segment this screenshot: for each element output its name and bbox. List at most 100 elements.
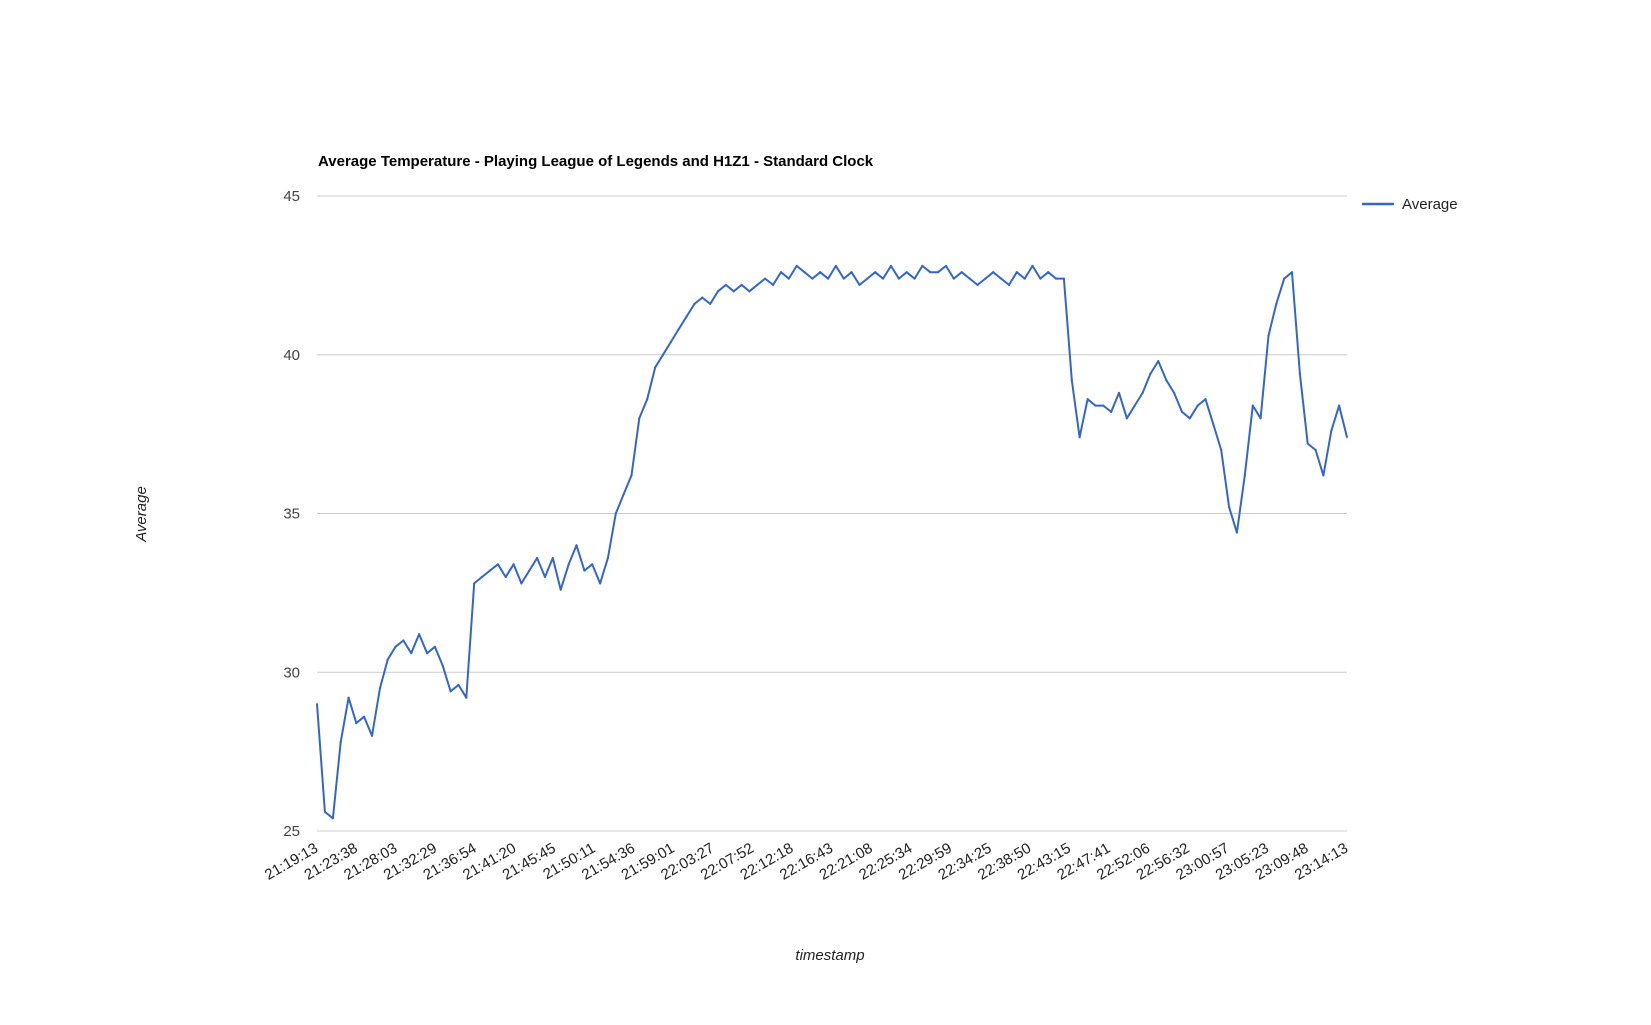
data-point — [1227, 505, 1231, 509]
data-point — [646, 398, 649, 401]
data-point — [331, 817, 335, 820]
data-point — [449, 690, 452, 693]
data-point — [315, 702, 319, 706]
data-point — [1110, 410, 1113, 414]
data-point — [425, 652, 429, 655]
data-point — [630, 474, 633, 477]
data-point — [992, 271, 995, 274]
data-point — [551, 556, 554, 560]
data-point — [1290, 271, 1294, 274]
data-point — [480, 575, 484, 579]
y-tick-label: 45 — [283, 188, 300, 205]
data-point — [488, 569, 492, 572]
data-point — [921, 264, 924, 268]
x-axis-ticks: 21:19:1321:23:3821:28:0321:32:2921:36:54… — [262, 840, 1351, 884]
data-point — [984, 277, 987, 280]
data-point — [1039, 277, 1042, 280]
data-point — [693, 302, 696, 306]
data-point — [858, 283, 861, 287]
data-point — [669, 340, 672, 344]
data-point — [874, 271, 877, 274]
data-point — [661, 353, 665, 356]
data-point — [1259, 417, 1262, 420]
data-point — [598, 582, 602, 585]
data-point — [575, 544, 578, 547]
data-point — [1023, 277, 1026, 280]
y-tick-label: 25 — [283, 823, 300, 840]
data-point — [1306, 442, 1309, 445]
chart-title: Average Temperature - Playing League of … — [318, 153, 874, 170]
y-tick-label: 30 — [283, 664, 300, 681]
data-point — [347, 696, 350, 699]
data-point — [936, 271, 940, 274]
data-point — [779, 271, 783, 274]
data-point — [850, 271, 853, 274]
data-point — [1212, 423, 1215, 426]
data-point — [795, 264, 798, 268]
data-point — [1180, 410, 1184, 414]
data-point — [1337, 404, 1341, 407]
data-point — [685, 315, 688, 318]
data-point — [323, 810, 327, 814]
data-point — [1330, 429, 1333, 433]
data-point — [748, 290, 751, 293]
data-point — [787, 277, 790, 280]
data-point — [1007, 283, 1011, 287]
data-point — [496, 563, 500, 566]
data-point — [417, 633, 421, 636]
data-point — [1196, 404, 1199, 407]
data-point — [1172, 391, 1176, 395]
data-point — [1133, 404, 1136, 407]
data-point — [881, 277, 885, 280]
grid — [317, 195, 1347, 832]
data-point — [929, 271, 932, 274]
data-point — [583, 569, 586, 572]
data-point — [465, 696, 468, 699]
data-point — [1345, 436, 1349, 439]
data-point — [535, 556, 539, 560]
data-point — [897, 277, 901, 280]
data-point — [1165, 378, 1168, 382]
data-point — [732, 290, 735, 293]
data-point — [543, 575, 547, 579]
data-point — [433, 645, 437, 648]
data-point — [1054, 277, 1058, 280]
data-point — [701, 296, 704, 299]
data-point — [473, 582, 476, 585]
data-point — [811, 277, 814, 280]
data-point — [819, 271, 822, 274]
data-point — [1188, 417, 1192, 420]
data-point — [771, 283, 775, 287]
data-point — [410, 652, 413, 655]
data-point — [1047, 271, 1050, 274]
data-point — [968, 277, 971, 280]
data-point — [559, 588, 562, 591]
data-point — [889, 264, 893, 268]
y-axis-title: Average — [133, 486, 150, 543]
data-point — [1031, 264, 1034, 268]
legend[interactable]: Average — [1362, 196, 1458, 213]
data-point — [1220, 448, 1223, 452]
data-point — [1267, 334, 1270, 337]
data-point — [339, 740, 342, 744]
data-point — [842, 277, 845, 280]
legend-label-average: Average — [1402, 196, 1458, 213]
data-point — [1070, 378, 1074, 382]
data-point — [1015, 271, 1018, 274]
data-point — [1251, 404, 1255, 407]
data-point — [441, 664, 444, 668]
data-point — [866, 277, 869, 280]
data-point — [1149, 372, 1152, 375]
data-point — [386, 658, 389, 661]
data-point — [834, 264, 838, 268]
data-point — [960, 271, 963, 274]
data-point — [504, 575, 507, 579]
data-point — [520, 582, 523, 585]
data-point — [1322, 474, 1325, 477]
data-point — [724, 283, 728, 287]
data-point — [512, 563, 515, 566]
data-point — [1204, 398, 1207, 401]
x-axis-title: timestamp — [795, 947, 864, 964]
data-point — [1078, 436, 1081, 439]
